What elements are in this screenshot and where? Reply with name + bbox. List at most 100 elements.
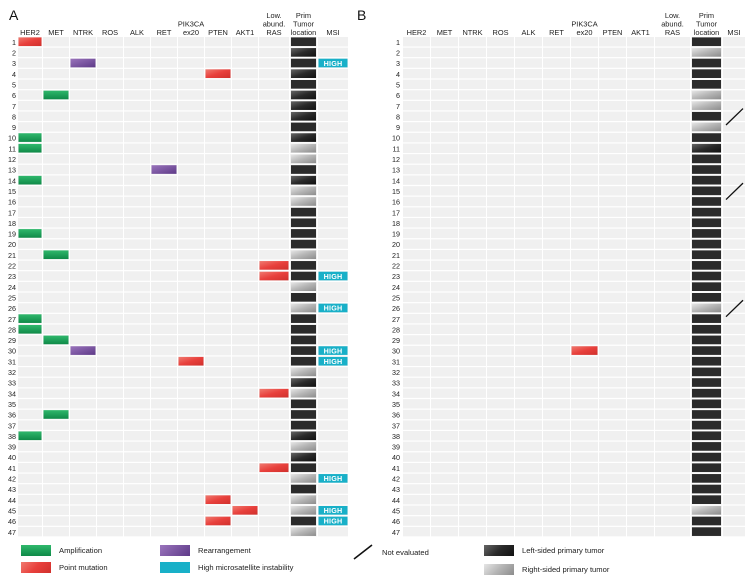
grid-cell [655, 154, 690, 164]
grid-cell [18, 100, 42, 111]
grid-cell [97, 335, 123, 345]
grid-cell [205, 260, 231, 271]
grid-cell [70, 313, 96, 324]
grid-cell [151, 68, 177, 79]
grid-cell [431, 90, 458, 100]
grid-cell [205, 228, 231, 239]
grid-cell [318, 164, 348, 175]
grid-cell [627, 313, 654, 324]
row-label: 41 [8, 464, 16, 473]
grid-cell [487, 47, 514, 58]
grid-cell [70, 239, 96, 249]
grid-cell [178, 239, 204, 249]
grid-cell [124, 175, 150, 185]
grid-cell [232, 484, 258, 494]
right-sided-mark [692, 101, 721, 110]
row-label: 16 [8, 198, 16, 207]
grid-cell [655, 90, 690, 100]
grid-cell [43, 367, 69, 377]
grid-cell [178, 335, 204, 345]
grid-cell [627, 100, 654, 111]
grid-cell [178, 228, 204, 239]
grid-cell [571, 260, 598, 271]
grid-cell [515, 164, 542, 175]
amplification-mark [18, 314, 42, 323]
grid-cell [515, 420, 542, 430]
left-sided-mark [291, 410, 316, 419]
grid-cell [151, 388, 177, 398]
grid-cell [232, 68, 258, 79]
grid-cell [124, 526, 150, 537]
left-sided-mark [692, 442, 721, 451]
grid-cell [431, 228, 458, 239]
grid-cell [232, 154, 258, 164]
grid-cell [318, 68, 348, 79]
grid-cell [124, 196, 150, 207]
row-label: 24 [392, 283, 400, 292]
left-sided-mark [692, 282, 721, 291]
grid-cell [97, 399, 123, 409]
grid-cell [487, 271, 514, 281]
grid-cell [151, 37, 177, 47]
grid-cell [655, 218, 690, 228]
grid-cell [205, 292, 231, 303]
grid-cell [599, 143, 626, 153]
grid-cell [627, 367, 654, 377]
grid-cell [571, 526, 598, 537]
grid-cell [543, 207, 570, 217]
grid-cell [723, 79, 745, 90]
grid-cell [571, 281, 598, 292]
grid-cell [515, 68, 542, 79]
left-sided-mark [291, 218, 316, 228]
grid-cell [723, 409, 745, 420]
row-label: 7 [396, 102, 400, 111]
grid-cell [124, 367, 150, 377]
grid-cell [571, 239, 598, 249]
row-label: 3 [12, 59, 16, 68]
left-sided-mark [692, 527, 721, 536]
grid-cell [205, 281, 231, 292]
point-mark [259, 388, 289, 398]
grid-cell [232, 207, 258, 217]
grid-cell [487, 218, 514, 228]
grid-cell [232, 367, 258, 377]
grid-cell [124, 143, 150, 153]
grid-cell [232, 303, 258, 313]
grid-cell [599, 218, 626, 228]
grid-cell [599, 484, 626, 494]
grid-cell [151, 47, 177, 58]
column-header: ROS [492, 28, 508, 37]
panel-b: B HER2 MET NTRK ROS ALK RET PIK3CA ex20 PTEN AKT1 L… [357, 7, 745, 537]
left-sided-mark [692, 388, 721, 398]
grid-cell [318, 111, 348, 121]
grid-cell [487, 175, 514, 185]
grid-cell [459, 250, 486, 260]
grid-cell [487, 494, 514, 505]
row-label: 39 [392, 443, 400, 452]
grid-cell [97, 271, 123, 281]
row-label: 19 [8, 230, 16, 239]
grid-cell [431, 420, 458, 430]
grid-cell [431, 218, 458, 228]
grid-cell [178, 377, 204, 388]
row-label: 36 [392, 411, 400, 420]
grid-cell [723, 494, 745, 505]
grid-cell [18, 526, 42, 537]
grid-cell [18, 356, 42, 366]
row-label: 20 [392, 240, 400, 249]
grid-cell [723, 431, 745, 441]
grid-cell [627, 431, 654, 441]
row-label: 32 [392, 368, 400, 377]
left-sided-mark [291, 122, 316, 132]
grid-cell [43, 271, 69, 281]
left-sided-mark [291, 378, 316, 387]
amplification-mark [43, 335, 69, 345]
grid-cell [259, 505, 289, 516]
grid-cell [151, 260, 177, 271]
grid-cell [655, 388, 690, 398]
row-label: 35 [392, 400, 400, 409]
grid-cell [43, 196, 69, 207]
grid-cell [232, 196, 258, 207]
grid-cell [515, 399, 542, 409]
